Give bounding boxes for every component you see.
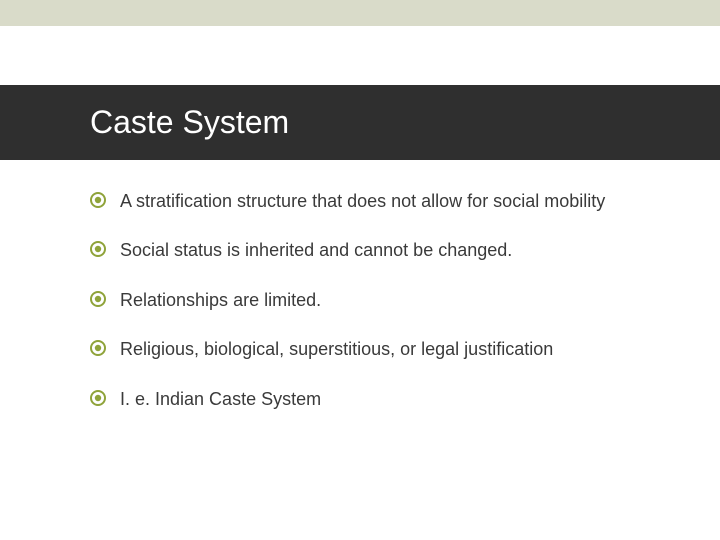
bullet-text: I. e. Indian Caste System: [120, 388, 321, 411]
list-item: A stratification structure that does not…: [90, 190, 670, 213]
bullet-text: A stratification structure that does not…: [120, 190, 605, 213]
slide: Caste System A stratification structure …: [0, 0, 720, 540]
list-item: Religious, biological, superstitious, or…: [90, 338, 670, 361]
bullet-text: Relationships are limited.: [120, 289, 321, 312]
bullet-icon: [90, 241, 106, 262]
list-item: I. e. Indian Caste System: [90, 388, 670, 411]
bullet-text: Religious, biological, superstitious, or…: [120, 338, 553, 361]
bullet-text: Social status is inherited and cannot be…: [120, 239, 512, 262]
bullet-icon: [90, 390, 106, 411]
bullet-icon: [90, 291, 106, 312]
slide-title: Caste System: [90, 104, 289, 141]
decorative-top-bar: [0, 0, 720, 26]
bullet-icon: [90, 192, 106, 213]
body-area: A stratification structure that does not…: [90, 190, 670, 437]
list-item: Relationships are limited.: [90, 289, 670, 312]
list-item: Social status is inherited and cannot be…: [90, 239, 670, 262]
title-band: Caste System: [0, 85, 720, 160]
bullet-icon: [90, 340, 106, 361]
